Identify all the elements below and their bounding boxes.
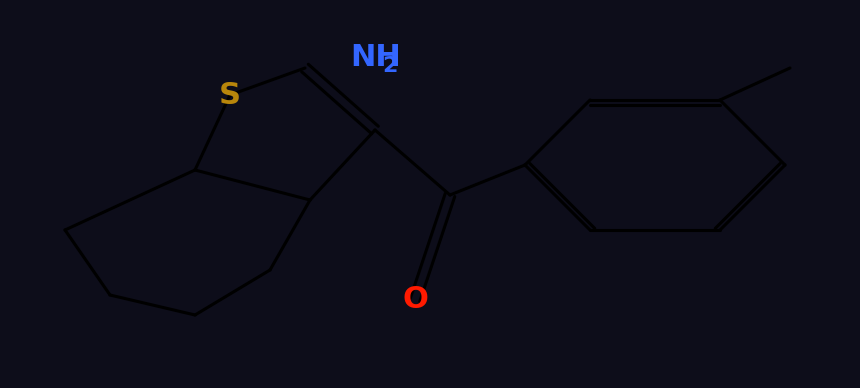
- Text: NH: NH: [350, 43, 401, 73]
- Text: S: S: [219, 80, 241, 109]
- Text: O: O: [402, 286, 428, 315]
- Text: 2: 2: [382, 56, 397, 76]
